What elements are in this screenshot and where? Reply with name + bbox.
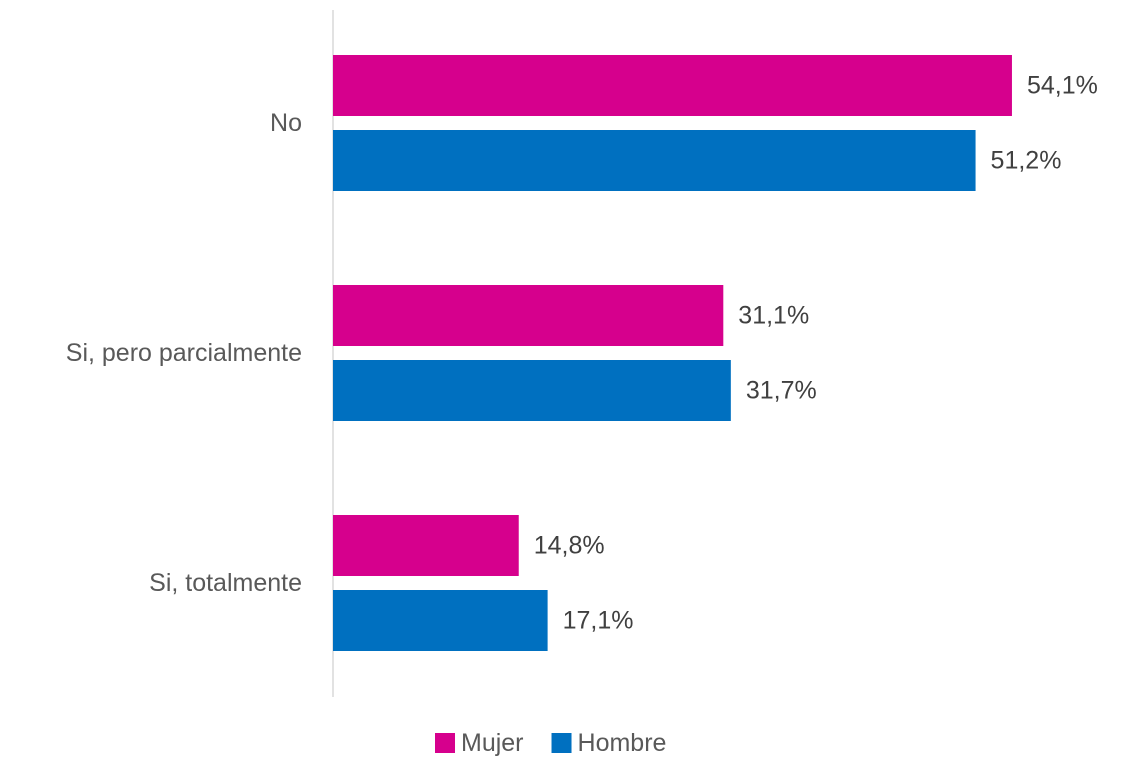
bar-hombre-si-pero-parcialmente: [333, 360, 731, 421]
category-label-si-pero-parcialmente: Si, pero parcialmente: [66, 339, 302, 367]
bar-mujer-si-pero-parcialmente: [333, 285, 724, 346]
data-label-hombre-si-pero-parcialmente: 31,7%: [746, 377, 817, 405]
bar-mujer-si-totalmente: [333, 515, 519, 576]
data-label-mujer-si-pero-parcialmente: 31,1%: [738, 302, 809, 330]
bars-layer: [333, 55, 1012, 651]
category-label-no: No: [270, 109, 302, 137]
legend-label-hombre: Hombre: [578, 729, 667, 757]
data-label-hombre-no: 51,2%: [991, 147, 1062, 175]
bar-hombre-si-totalmente: [333, 590, 548, 651]
legend-swatch-mujer: [435, 733, 455, 753]
legend: Mujer Hombre: [435, 729, 666, 757]
data-label-mujer-no: 54,1%: [1027, 72, 1098, 100]
bar-hombre-no: [333, 130, 976, 191]
labels-layer: No 54,1% 51,2% Si, pero parcialmente 31,1% 31…: [66, 72, 1098, 635]
legend-swatch-hombre: [551, 733, 572, 753]
legend-label-mujer: Mujer: [461, 729, 524, 757]
category-label-si-totalmente: Si, totalmente: [149, 569, 302, 597]
data-label-mujer-si-totalmente: 14,8%: [534, 532, 605, 560]
bar-mujer-no: [333, 55, 1012, 116]
data-label-hombre-si-totalmente: 17,1%: [563, 607, 634, 635]
